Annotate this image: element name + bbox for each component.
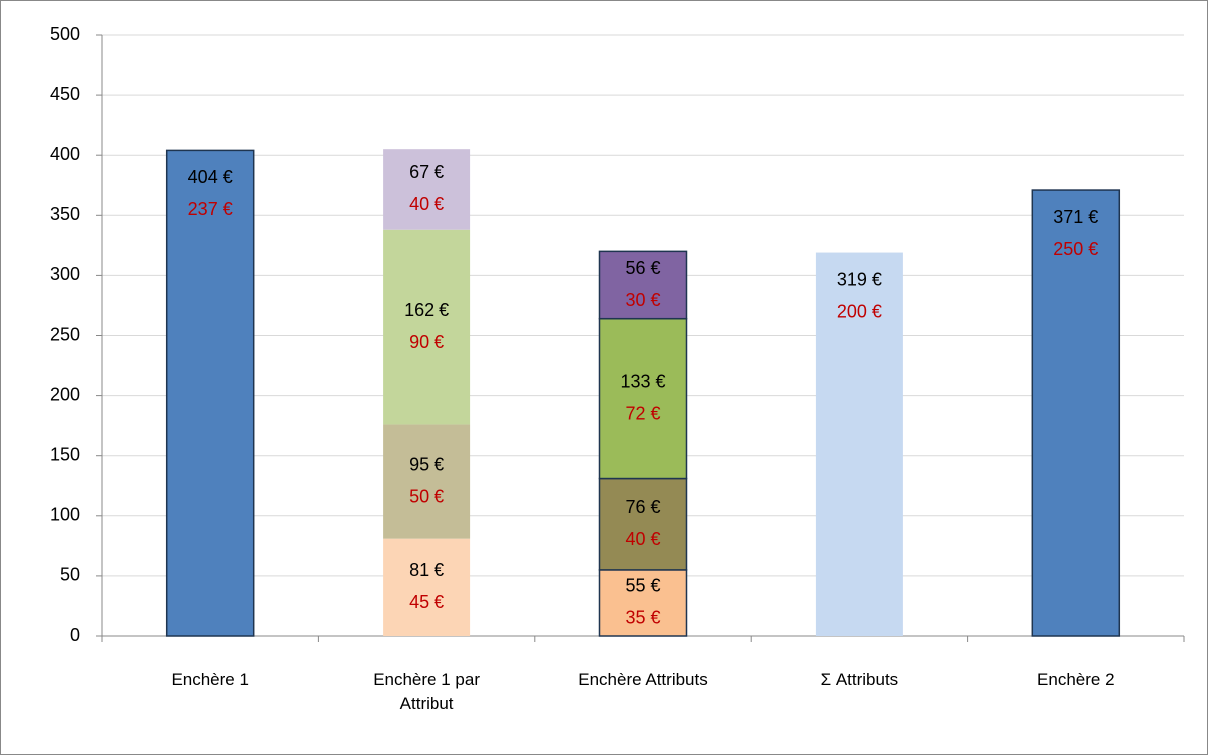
data-label-secondary: 35 € [625, 608, 660, 628]
bar-segment [383, 149, 471, 230]
bar-segment [1031, 189, 1121, 637]
data-label: 133 € [620, 371, 665, 391]
bar-segment [383, 538, 471, 636]
data-label: 67 € [409, 162, 444, 182]
data-label: 81 € [409, 560, 444, 580]
data-label: 371 € [1053, 207, 1098, 227]
x-tick-label: Enchère 2 [1037, 670, 1115, 689]
data-label: 162 € [404, 300, 449, 320]
x-tick-label: Enchère 1 [171, 670, 249, 689]
data-label-secondary: 50 € [409, 486, 444, 506]
data-label: 95 € [409, 454, 444, 474]
data-label-secondary: 72 € [625, 403, 660, 423]
bar-segment [598, 477, 688, 571]
y-tick-label: 100 [50, 505, 80, 525]
data-label-secondary: 90 € [409, 332, 444, 352]
data-label: 319 € [837, 269, 882, 289]
data-label-secondary: 40 € [409, 194, 444, 214]
y-tick-label: 250 [50, 324, 80, 344]
y-tick-label: 450 [50, 84, 80, 104]
data-label-secondary: 40 € [625, 529, 660, 549]
bar-segment [815, 252, 903, 636]
data-label: 404 € [188, 167, 233, 187]
data-label: 56 € [625, 258, 660, 278]
bar-segment [165, 149, 255, 637]
x-tick-label: Enchère 1 par Attribut [373, 670, 480, 713]
y-tick-label: 400 [50, 144, 80, 164]
y-tick-label: 150 [50, 444, 80, 464]
data-label: 76 € [625, 497, 660, 517]
data-label-secondary: 200 € [837, 301, 882, 321]
data-label-secondary: 30 € [625, 290, 660, 310]
y-tick-label: 50 [60, 565, 80, 585]
x-tick-label: Enchère Attributs [578, 670, 708, 689]
data-label-secondary: 237 € [188, 199, 233, 219]
y-tick-label: 200 [50, 384, 80, 404]
x-tick-label: Σ Attributs [820, 670, 899, 689]
bar-segment [383, 424, 471, 539]
bar-segment [598, 569, 688, 637]
bar-segment [383, 229, 471, 425]
y-tick-label: 350 [50, 204, 80, 224]
y-tick-label: 0 [70, 625, 80, 645]
data-label: 55 € [625, 576, 660, 596]
data-label-secondary: 250 € [1053, 239, 1098, 259]
y-tick-label: 500 [50, 24, 80, 44]
y-tick-label: 300 [50, 264, 80, 284]
bar-segment [598, 317, 688, 480]
bar-segment [598, 250, 688, 320]
data-label-secondary: 45 € [409, 592, 444, 612]
